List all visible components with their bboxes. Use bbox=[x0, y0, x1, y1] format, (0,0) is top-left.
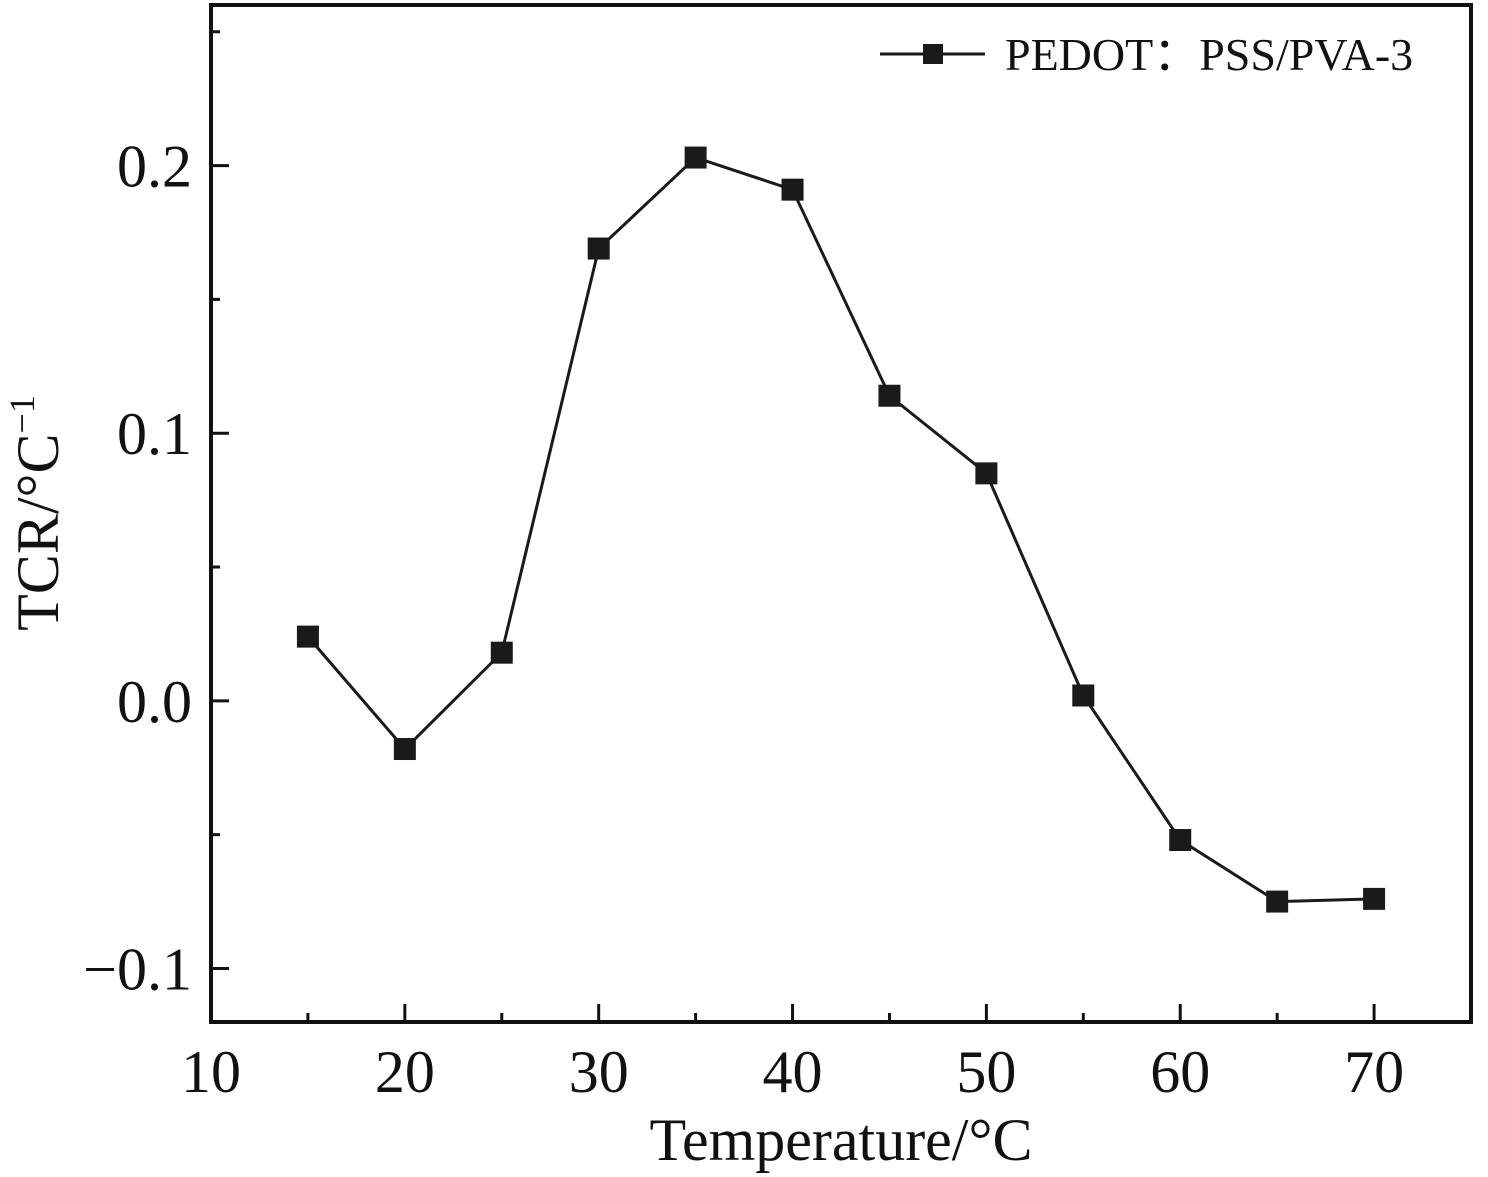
data-point-35 bbox=[684, 146, 707, 169]
x-tick-label: 70 bbox=[1344, 1039, 1404, 1105]
x-tick-label: 30 bbox=[569, 1039, 629, 1105]
y-axis-label-superscript: −1 bbox=[2, 395, 42, 433]
x-tick-label: 50 bbox=[956, 1039, 1016, 1105]
y-tick-label: 0.2 bbox=[117, 134, 192, 200]
legend: PEDOT：PSS/PVA-3 bbox=[880, 29, 1413, 80]
data-point-50 bbox=[975, 462, 998, 485]
y-tick-label: 0.1 bbox=[117, 401, 192, 467]
x-tick-label: 20 bbox=[375, 1039, 435, 1105]
x-tick-label: 10 bbox=[181, 1039, 241, 1105]
data-point-40 bbox=[781, 178, 804, 201]
series-line bbox=[306, 155, 1375, 904]
legend-label: PEDOT：PSS/PVA-3 bbox=[1005, 29, 1413, 80]
legend-marker bbox=[923, 44, 943, 64]
x-tick-label: 60 bbox=[1150, 1039, 1210, 1105]
y-tick-label: 0.0 bbox=[117, 669, 192, 735]
data-point-70 bbox=[1363, 887, 1386, 910]
y-axis-label: TCR/°C−1 bbox=[2, 395, 71, 631]
data-point-55 bbox=[1072, 684, 1095, 707]
data-point-60 bbox=[1169, 829, 1192, 852]
data-point-25 bbox=[490, 641, 513, 664]
data-point-15 bbox=[296, 625, 319, 648]
x-axis-label: Temperature/°C bbox=[650, 1107, 1033, 1173]
plot-frame bbox=[209, 3, 1473, 1024]
x-tick-label: 40 bbox=[763, 1039, 823, 1105]
y-tick-label: −0.1 bbox=[83, 936, 192, 1002]
data-point-30 bbox=[587, 237, 610, 260]
data-point-45 bbox=[878, 384, 901, 407]
data-point-65 bbox=[1266, 890, 1289, 913]
data-point-20 bbox=[393, 738, 416, 761]
